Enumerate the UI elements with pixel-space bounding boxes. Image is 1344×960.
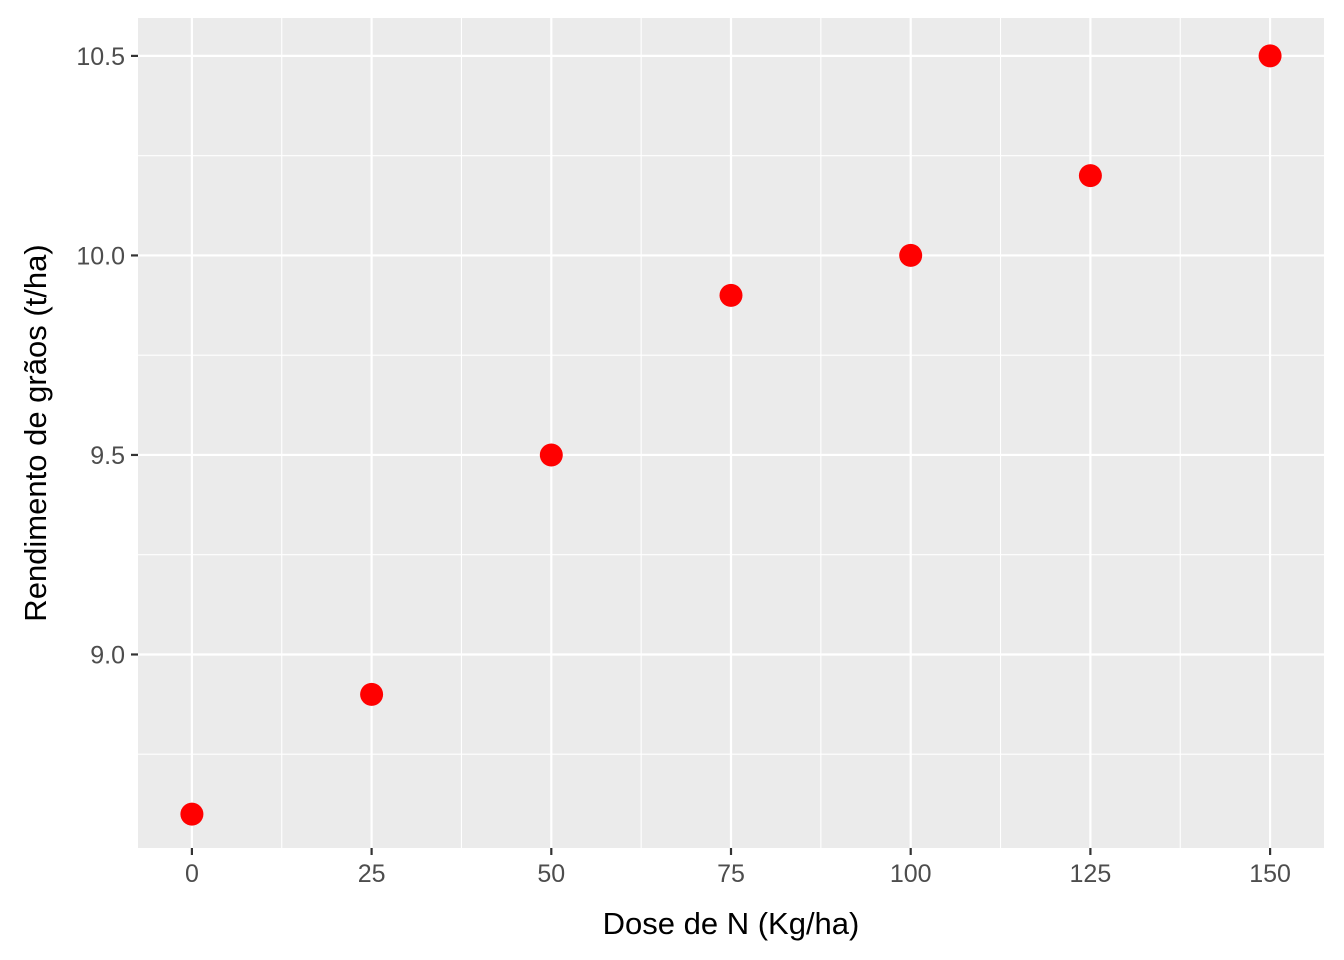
x-axis-ticks: 0 25 50 75 100 125 150	[185, 848, 1291, 888]
data-point	[719, 283, 743, 307]
x-axis-title: Dose de N (Kg/ha)	[603, 906, 860, 941]
y-tick-label: 10.0	[76, 242, 125, 270]
x-tick-label: 50	[537, 860, 565, 888]
x-tick-label: 100	[890, 860, 932, 888]
data-point	[180, 802, 204, 826]
x-tick-label: 0	[185, 860, 199, 888]
y-tick-label: 9.0	[90, 641, 125, 669]
x-tick-label: 125	[1070, 860, 1112, 888]
y-tick-label: 10.5	[76, 43, 125, 71]
y-axis-title: Rendimento de grãos (t/ha)	[18, 244, 53, 621]
data-point	[1258, 44, 1282, 68]
x-tick-label: 25	[358, 860, 386, 888]
x-tick-label: 150	[1249, 860, 1291, 888]
y-axis-ticks: 9.0 9.5 10.0 10.5	[76, 43, 138, 669]
major-gridlines	[138, 18, 1324, 848]
data-point	[360, 682, 384, 706]
data-points	[180, 44, 1282, 826]
data-point	[1078, 164, 1102, 188]
data-point	[539, 443, 563, 467]
x-tick-label: 75	[717, 860, 745, 888]
data-point	[899, 243, 923, 267]
y-tick-label: 9.5	[90, 442, 125, 470]
